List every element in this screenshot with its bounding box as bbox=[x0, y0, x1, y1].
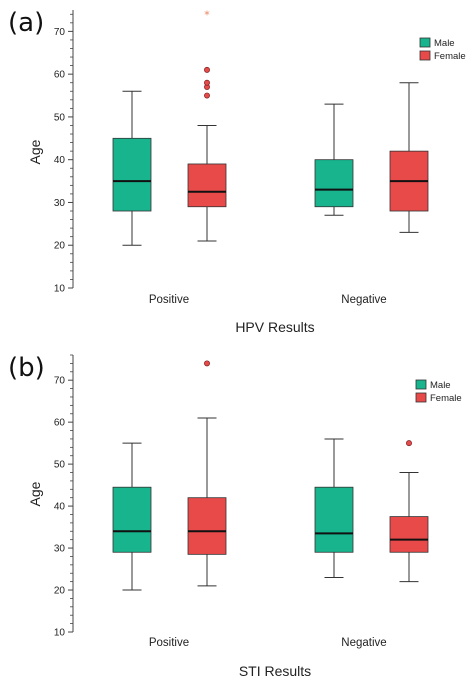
box-female-negative bbox=[389, 440, 429, 583]
iqr-box bbox=[187, 497, 227, 555]
extreme-outlier-star: * bbox=[204, 8, 210, 21]
category-label-negative: Negative bbox=[341, 294, 386, 306]
legend: Male Female bbox=[419, 37, 466, 62]
iqr-box bbox=[112, 486, 152, 553]
iqr-box bbox=[187, 163, 227, 208]
legend-label-female: Female bbox=[430, 393, 462, 404]
outlier-point bbox=[204, 360, 210, 367]
y-tick-label: 70 bbox=[54, 27, 66, 38]
x-axis-title: STI Results bbox=[239, 663, 311, 679]
legend: Male Female bbox=[415, 379, 462, 404]
panel-a: (a) Age HPV Results Positive Negative Ma… bbox=[8, 8, 466, 335]
category-label-positive: Positive bbox=[149, 637, 189, 649]
panel-label: (a) bbox=[8, 8, 44, 38]
y-tick-label: 70 bbox=[54, 376, 66, 387]
box-female-negative bbox=[389, 82, 429, 233]
legend-swatch-male bbox=[419, 37, 431, 48]
panel-label: (b) bbox=[8, 353, 45, 383]
panel-b: (b) Age STI Results Positive Negative Ma… bbox=[8, 353, 462, 679]
outlier-point bbox=[204, 66, 210, 73]
x-axis-title: HPV Results bbox=[235, 319, 314, 335]
legend-label-female: Female bbox=[434, 51, 466, 62]
category-label-positive: Positive bbox=[149, 294, 189, 306]
y-tick-label: 20 bbox=[54, 241, 66, 252]
iqr-box bbox=[314, 486, 354, 553]
box-female-positive: * bbox=[187, 8, 227, 242]
y-tick-label: 60 bbox=[54, 70, 66, 81]
legend-swatch-female bbox=[415, 392, 427, 403]
iqr-box bbox=[389, 516, 429, 553]
y-axis-title: Age bbox=[27, 481, 43, 506]
box-male-positive bbox=[112, 90, 152, 246]
y-tick-label: 50 bbox=[54, 460, 66, 471]
y-tick-label: 20 bbox=[54, 586, 66, 597]
plot-area: 10 20 30 40 50 60 70 bbox=[54, 354, 429, 639]
box-male-negative bbox=[314, 103, 354, 216]
y-tick-label: 10 bbox=[54, 628, 66, 639]
y-tick-label: 40 bbox=[54, 502, 66, 513]
y-tick-label: 40 bbox=[54, 155, 66, 166]
box-male-positive bbox=[112, 442, 152, 591]
iqr-box bbox=[314, 159, 354, 208]
legend-label-male: Male bbox=[430, 380, 451, 391]
legend-swatch-male bbox=[415, 379, 427, 390]
box-male-negative bbox=[314, 438, 354, 578]
y-tick-label: 30 bbox=[54, 544, 66, 555]
y-tick-label: 30 bbox=[54, 198, 66, 209]
legend-label-male: Male bbox=[434, 38, 455, 49]
y-axis-title: Age bbox=[27, 139, 43, 164]
category-label-negative: Negative bbox=[341, 637, 386, 649]
y-tick-label: 50 bbox=[54, 112, 66, 123]
outlier-point bbox=[204, 79, 210, 86]
iqr-box bbox=[112, 137, 152, 212]
outlier-point bbox=[204, 92, 210, 99]
legend-swatch-female bbox=[419, 50, 431, 61]
y-tick-label: 10 bbox=[54, 284, 66, 295]
plot-area: 10 20 30 40 50 60 70 * bbox=[54, 8, 429, 295]
box-female-positive bbox=[187, 360, 227, 587]
outlier-point bbox=[406, 440, 412, 447]
y-tick-label: 60 bbox=[54, 418, 66, 429]
